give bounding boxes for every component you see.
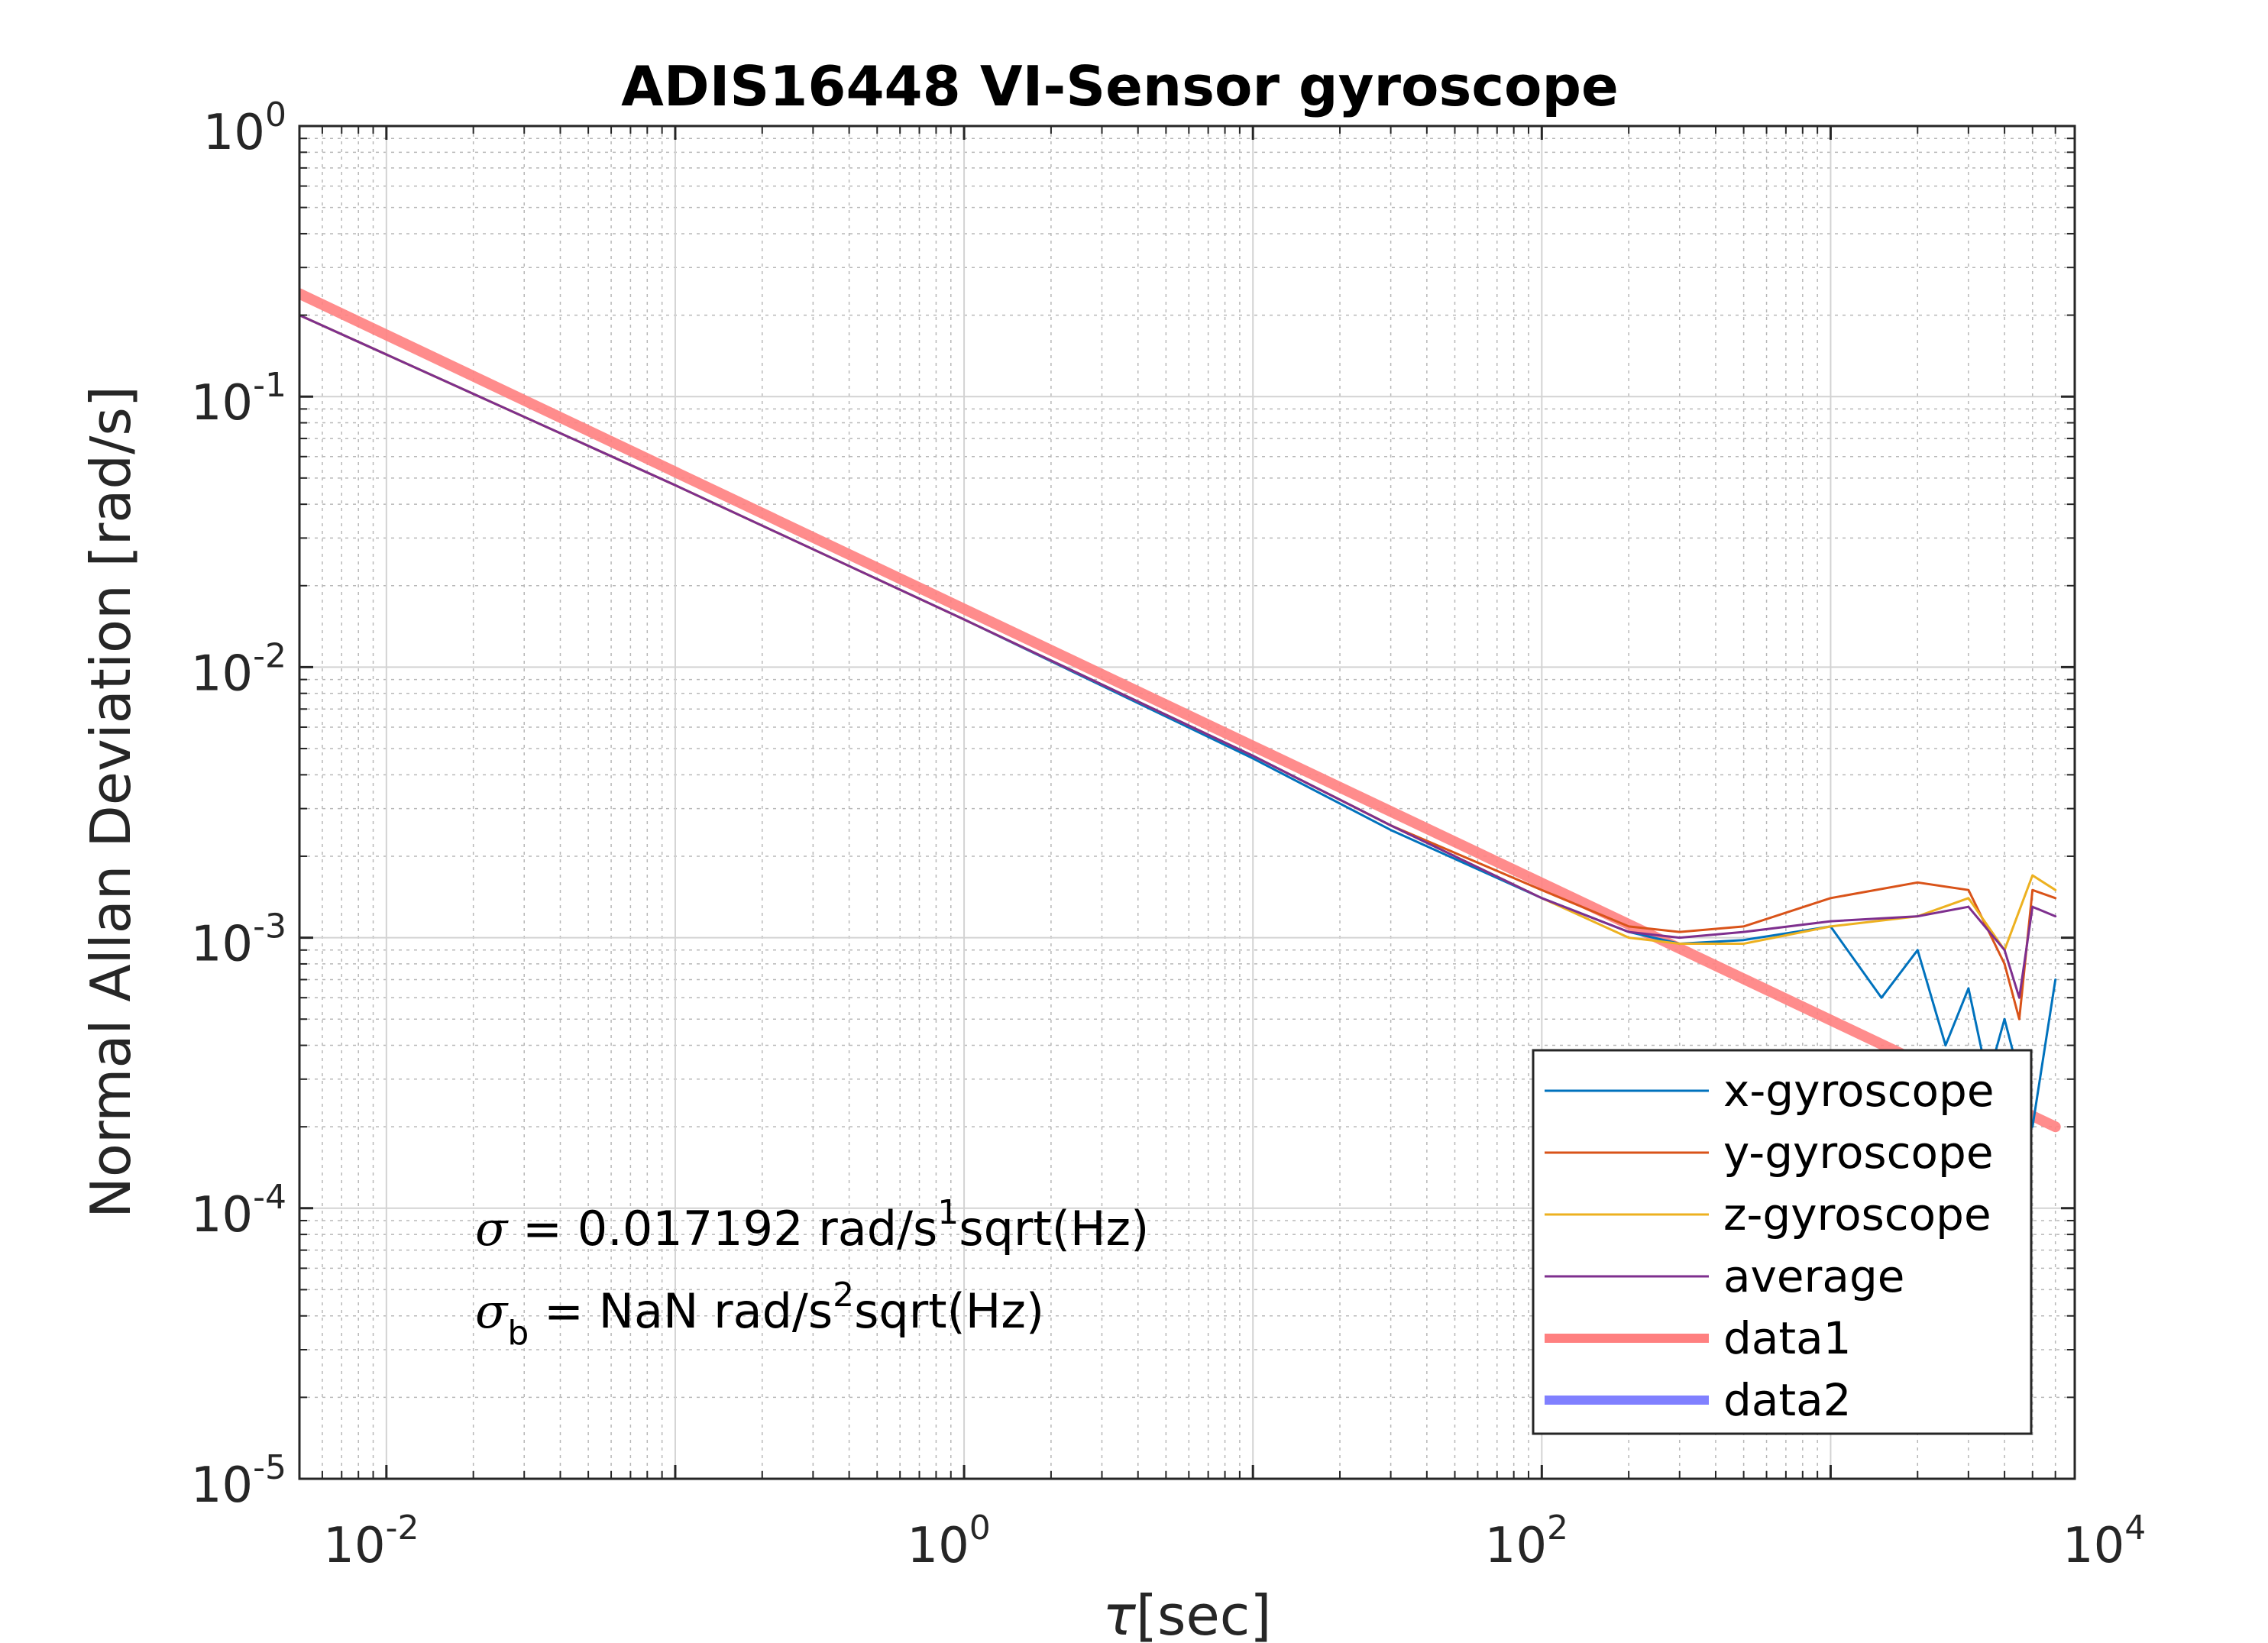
y-axis-label: Normal Allan Deviation [rad/s] — [79, 386, 143, 1218]
sigma-sup: 1 — [937, 1193, 959, 1232]
sigma-value: = 0.017192 rad/s — [507, 1201, 937, 1257]
x-tick-label: 100 — [907, 1509, 990, 1574]
sigmab-sub: b — [507, 1314, 529, 1353]
legend: x-gyroscope y-gyroscope z-gyroscope average… — [1532, 1049, 2033, 1435]
legend-label-x-gyroscope: x-gyroscope — [1723, 1065, 1995, 1117]
y-tick-label: 10-4 — [191, 1178, 286, 1244]
legend-label-data1: data1 — [1723, 1312, 1852, 1364]
sigma-annotation-text: σ = 0.017192 rad/s1sqrt(Hz) — [475, 1193, 1149, 1257]
y-tick-labels: 10-5 10-4 10-3 10-2 10-1 100 — [191, 95, 286, 1514]
sigmab-tail: sqrt(Hz) — [854, 1283, 1044, 1339]
x-tick-label: 10-2 — [323, 1509, 419, 1574]
chart-title: ADIS16448 VI-Sensor gyroscope — [621, 54, 1619, 118]
sigma-symbol: σ — [475, 1201, 509, 1257]
y-tick-label: 10-3 — [191, 907, 286, 973]
legend-label-data2: data2 — [1723, 1374, 1852, 1426]
x-axis-label: τ[sec] — [1103, 1583, 1272, 1643]
series-line-average — [299, 314, 2057, 999]
legend-label-average: average — [1723, 1250, 1904, 1302]
legend-label-z-gyroscope: z-gyroscope — [1723, 1189, 1991, 1240]
sigmab-sup: 2 — [833, 1276, 854, 1315]
y-tick-label: 100 — [203, 95, 286, 161]
sigmab-symbol: σ — [475, 1283, 509, 1339]
axis-ticks — [299, 125, 2075, 1480]
y-tick-label: 10-2 — [191, 636, 286, 702]
y-tick-label: 10-5 — [191, 1448, 286, 1514]
y-tick-label: 10-1 — [191, 366, 286, 432]
sigmab-value: = NaN rad/s — [529, 1283, 833, 1339]
legend-box — [1532, 1049, 2033, 1435]
axes-box — [298, 125, 2076, 1480]
sigma-annotation: σ = 0.017192 rad/s1sqrt(Hz) σb = NaN rad… — [475, 1193, 1149, 1353]
x-axis-label-unit: [sec] — [1136, 1583, 1272, 1643]
x-tick-label: 102 — [1485, 1509, 1568, 1574]
sigma-tail: sqrt(Hz) — [959, 1201, 1149, 1257]
x-tick-labels: 10-2 100 102 104 — [323, 1509, 2146, 1574]
legend-entries: x-gyroscope y-gyroscope z-gyroscope average… — [1545, 1065, 1995, 1426]
x-tick-label: 104 — [2063, 1509, 2146, 1574]
series-line-data1 — [299, 288, 2061, 1133]
x-axis-label-symbol: τ — [1103, 1583, 1137, 1643]
sigmab-annotation-text: σb = NaN rad/s2sqrt(Hz) — [475, 1276, 1044, 1353]
legend-label-y-gyroscope: y-gyroscope — [1723, 1127, 1994, 1179]
